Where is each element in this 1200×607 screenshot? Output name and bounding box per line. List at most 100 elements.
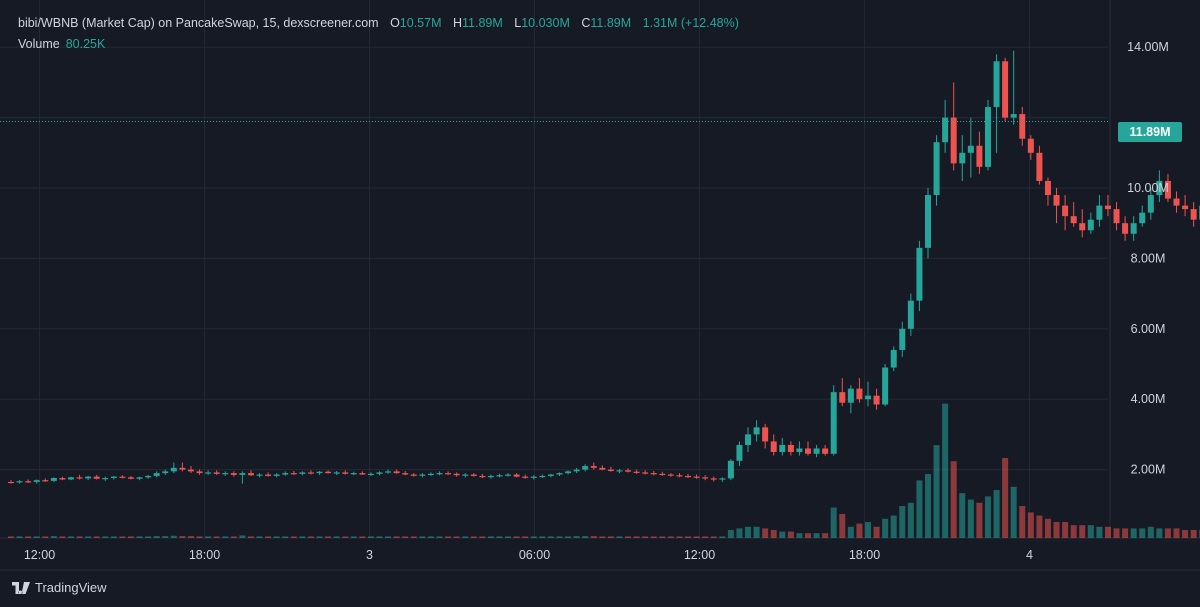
volume-bar <box>1002 458 1009 538</box>
candle-body <box>616 470 623 472</box>
candle-body <box>1104 205 1111 210</box>
candle-body <box>1079 223 1086 231</box>
legend-row-volume: Volume 80.25K <box>18 35 739 53</box>
volume-bar <box>1087 525 1094 538</box>
candle-body <box>8 481 14 484</box>
candle-body <box>796 448 803 452</box>
candle-body <box>119 476 126 478</box>
price-tick-label: 10.00M <box>1127 181 1169 195</box>
volume-bar <box>719 536 726 538</box>
volume-bar <box>950 461 957 538</box>
candle-body <box>984 107 991 167</box>
candle-body <box>813 448 820 454</box>
candle-body <box>625 470 632 472</box>
candle-body <box>367 473 374 476</box>
volume-bar <box>702 536 709 538</box>
volume-bar <box>1027 512 1034 538</box>
candle-body <box>907 300 914 329</box>
candle-body <box>410 474 417 476</box>
low-label: L <box>514 16 522 30</box>
grid-lines <box>0 0 1108 538</box>
candle-body <box>779 444 786 452</box>
candle-body <box>402 473 409 475</box>
candle-body <box>25 481 32 483</box>
volume-bar <box>205 536 212 538</box>
candle-body <box>325 471 332 474</box>
volume-bar <box>916 480 923 538</box>
candle-body <box>307 472 314 474</box>
volume-bar <box>136 536 143 538</box>
candle-body <box>856 388 863 400</box>
candle-body <box>539 475 546 478</box>
volume-bar <box>907 502 914 538</box>
volume-bar <box>25 536 32 538</box>
volume-bar <box>642 536 649 538</box>
brand-name: TradingView <box>35 580 107 595</box>
change-value: 1.31M (+12.48%) <box>642 16 739 30</box>
volume-bar <box>993 490 1000 538</box>
volume-bar <box>976 502 983 538</box>
tradingview-logo[interactable]: TradingView <box>12 580 107 595</box>
volume-bar <box>410 536 417 538</box>
volume-bar <box>633 536 640 538</box>
candle-body <box>76 477 83 479</box>
volume-bar <box>573 536 580 538</box>
volume-bar <box>1036 515 1043 538</box>
candle-body <box>342 472 349 474</box>
volume-bar <box>505 536 512 538</box>
volume-bar <box>770 530 777 538</box>
price-tick-label: 14.00M <box>1127 40 1169 54</box>
volume-bar <box>307 536 314 538</box>
volume-bar <box>805 533 812 538</box>
candle-body <box>556 473 563 475</box>
candle-body <box>205 472 212 474</box>
candle-body <box>787 444 794 452</box>
candle-body <box>865 395 871 400</box>
price-tick-label: 2.00M <box>1131 463 1166 477</box>
volume-bar <box>76 536 83 538</box>
volume-value: 80.25K <box>65 37 106 51</box>
candle-body <box>607 469 614 472</box>
volume-bar <box>1070 525 1077 538</box>
candle-body <box>976 145 983 167</box>
volume-bar <box>856 523 863 538</box>
candle-body <box>667 474 674 476</box>
volume-bar <box>1122 528 1129 538</box>
time-tick-label: 06:00 <box>519 548 550 562</box>
volume-bar <box>582 536 589 538</box>
candle-body <box>899 328 906 350</box>
volume-bar <box>1190 530 1197 538</box>
volume-bar <box>247 536 254 538</box>
candle-body <box>385 471 392 473</box>
volume-bar <box>496 536 503 538</box>
volume-bar <box>513 536 520 538</box>
candle-body <box>470 474 477 476</box>
price-tick-label: 8.00M <box>1131 251 1166 265</box>
volume-bar <box>67 536 74 538</box>
candle-body <box>162 471 169 474</box>
candle-body <box>676 475 683 477</box>
candle-body <box>145 475 152 478</box>
price-tick-label: 6.00M <box>1131 322 1166 336</box>
candle-body <box>505 474 512 476</box>
volume-bar <box>830 507 837 538</box>
candle-body <box>1010 114 1017 118</box>
candle-body <box>942 117 949 143</box>
candle-body <box>239 473 246 475</box>
volume-bar <box>427 536 434 538</box>
volume-bar <box>196 536 203 538</box>
volume-bar <box>299 536 306 538</box>
tradingview-icon <box>12 581 30 594</box>
volume-bar <box>590 536 597 538</box>
candle-body <box>633 471 640 473</box>
volume-bar <box>145 536 152 538</box>
volume-bar <box>899 506 906 538</box>
candle-body <box>710 478 717 480</box>
volume-bar <box>530 536 537 538</box>
candle-body <box>1002 61 1009 118</box>
open-label: O <box>390 16 400 30</box>
volume-bar <box>924 474 931 538</box>
volume-bar <box>1164 528 1171 538</box>
volume-bar <box>839 514 846 538</box>
